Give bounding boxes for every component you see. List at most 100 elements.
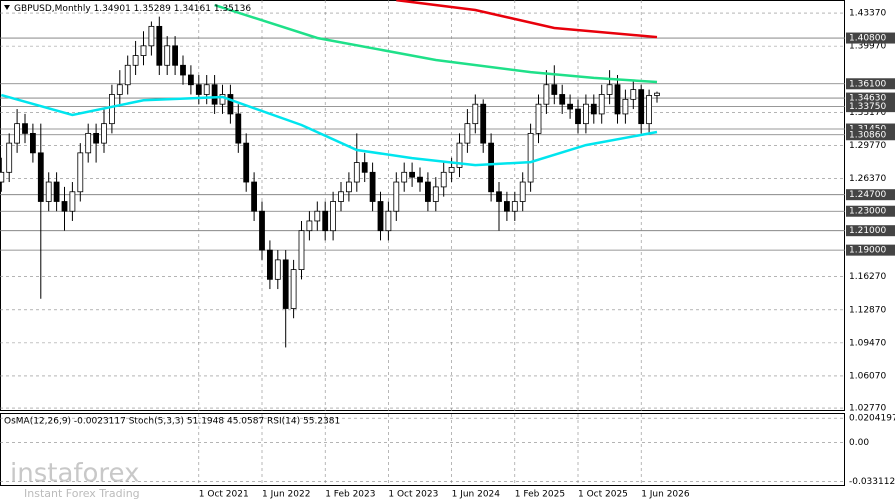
candle-body — [290, 269, 297, 309]
candle-body — [551, 84, 558, 95]
oscillator-panel — [0, 413, 845, 486]
osc-tick-label: 0.00 — [849, 438, 869, 448]
candle-body — [488, 142, 495, 193]
candle-body — [503, 201, 510, 212]
level-label-box — [846, 189, 895, 201]
level-label: 1.30860 — [849, 130, 886, 140]
y-tick-label: 1.02770 — [849, 404, 886, 414]
level-label-box — [846, 244, 895, 256]
candle-body — [45, 181, 52, 202]
candle-body — [559, 94, 566, 105]
candle-body — [519, 181, 526, 202]
watermark-tagline: Instant Forex Trading — [24, 487, 140, 500]
candle-body — [622, 98, 629, 115]
candle-body — [109, 94, 115, 125]
candle-body — [385, 210, 392, 232]
candle-body — [417, 176, 423, 183]
candle-body — [37, 152, 44, 202]
last-close: 1.35136 — [214, 4, 251, 14]
candle-body — [575, 108, 581, 125]
level-label: 1.19000 — [849, 246, 886, 256]
candle-body — [29, 132, 36, 154]
level-label: 1.36100 — [849, 79, 886, 89]
candle-body — [164, 45, 171, 66]
candle-body — [274, 259, 281, 280]
candle-body — [180, 64, 186, 76]
candle-body — [456, 142, 463, 168]
x-tick-label: 1 Feb 2023 — [325, 490, 375, 500]
candle-body — [243, 142, 250, 183]
level-label-box — [846, 205, 895, 217]
candle-body — [203, 84, 210, 95]
moving-average — [214, 3, 658, 84]
symbol: GBPUSD,Monthly — [14, 4, 91, 14]
candle-body — [259, 210, 265, 251]
x-tick-label: 1 Jun 2026 — [641, 490, 690, 500]
candle-body — [282, 259, 289, 309]
candle-body — [306, 220, 313, 232]
last-open: 1.34901 — [94, 4, 131, 14]
candle-body — [195, 84, 202, 95]
level-label: 1.34630 — [849, 94, 886, 104]
candle-body — [6, 142, 13, 173]
candle-body — [630, 89, 637, 100]
y-tick-label: 1.09470 — [849, 338, 886, 348]
x-tick-label: 1 Oct 2025 — [578, 490, 628, 500]
last-high: 1.35289 — [134, 4, 171, 14]
candle-body — [377, 201, 384, 232]
level-label-box — [846, 92, 895, 104]
candle-body — [567, 103, 573, 110]
candle-body — [338, 191, 344, 202]
candle-body — [140, 45, 147, 56]
y-tick-label: 1.43370 — [849, 9, 886, 19]
candle-body — [0, 171, 5, 183]
candle-body — [535, 103, 542, 134]
candle-body — [424, 181, 431, 202]
x-tick-label: 1 Oct 2023 — [388, 490, 438, 500]
candle-body — [69, 191, 76, 212]
level-label-box — [846, 129, 895, 141]
candle-body — [235, 113, 242, 144]
candle-body — [345, 181, 352, 193]
y-tick-label: 1.33170 — [849, 108, 886, 118]
candle-body — [448, 167, 455, 173]
level-label-box — [846, 32, 895, 44]
candle-body — [61, 201, 68, 212]
candle-body — [646, 95, 652, 125]
candle-body — [543, 84, 550, 105]
candle-body — [322, 210, 329, 232]
level-label-box — [846, 225, 895, 237]
candle-body — [527, 132, 534, 183]
level-label-box — [846, 101, 895, 113]
candle-body — [614, 84, 621, 115]
candle-body — [472, 103, 479, 125]
labels: 1.43370 1.39970 1.33170 1.29770 1.26370 1.162… — [199, 9, 895, 500]
x-tick-label: 1 Jun 2022 — [262, 490, 310, 500]
candle-body — [432, 186, 439, 202]
candle-body — [266, 249, 273, 280]
level-label: 1.40800 — [849, 34, 886, 44]
y-tick-label: 1.16270 — [849, 272, 886, 282]
y-tick-label: 1.29770 — [849, 141, 886, 151]
candle-body — [353, 162, 360, 183]
candle-body — [251, 181, 258, 212]
candle-body — [440, 171, 447, 188]
candle-body — [22, 123, 28, 134]
candle-body — [464, 123, 471, 144]
last-low: 1.34161 — [174, 4, 211, 14]
candle-body — [77, 152, 84, 193]
marks — [0, 0, 660, 348]
candle-body — [361, 162, 368, 173]
level-label: 1.24700 — [849, 190, 886, 200]
candle-body — [598, 94, 605, 115]
candle-body — [480, 103, 487, 144]
level-label: 1.21000 — [849, 226, 886, 236]
candle-body — [219, 94, 226, 105]
x-tick-label: 1 Feb 2025 — [515, 490, 565, 500]
candle-body — [369, 171, 376, 202]
level-label-box — [846, 78, 895, 90]
candle-body — [654, 92, 660, 96]
candle-body — [314, 210, 321, 222]
moving-average — [0, 93, 658, 167]
